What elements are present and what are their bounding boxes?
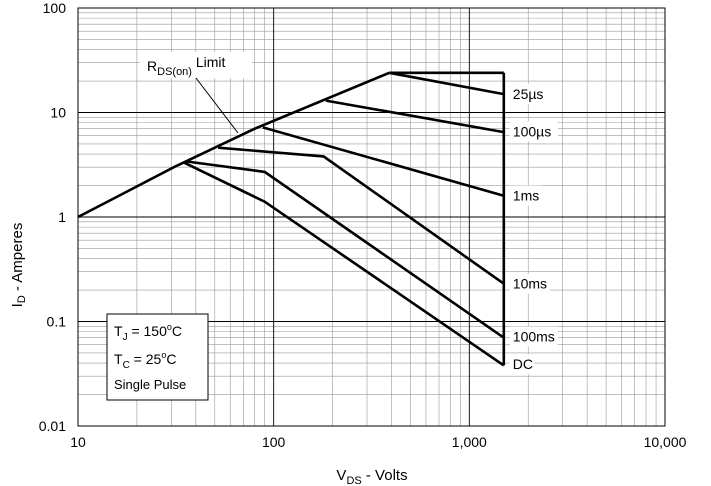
rds-on-limit-label-background (140, 52, 252, 78)
y-tick-label: 100 (43, 0, 67, 16)
x-axis-title: VDS - Volts (336, 467, 407, 486)
series-label-1ms: 1ms (513, 188, 539, 204)
condition-tc-unit: C (166, 351, 176, 367)
y-axis-title-main: I (9, 303, 26, 307)
condition-tj-rest: = 150 (128, 323, 168, 339)
series-label-background (509, 84, 550, 105)
condition-tc-sub: C (123, 360, 130, 371)
condition-tc-main: T (114, 351, 123, 367)
series-label-background (509, 326, 558, 347)
condition-tj-degree: o (167, 322, 172, 332)
series-label-dc: DC (513, 356, 533, 372)
series-label-background (509, 185, 542, 206)
series-labels: 25µs 100µs 1ms 10ms 100ms DC (509, 84, 558, 375)
series-label-background (509, 354, 534, 375)
x-tick-label: 1,000 (452, 434, 487, 450)
y-tick-label: 1 (58, 209, 66, 225)
y-tick-label: 0.1 (47, 314, 67, 330)
soa-curve-dc-6 (183, 161, 505, 367)
series-label-100us: 100µs (513, 123, 551, 139)
conditions-box: TJ = 150oC TC = 25oC Single Pulse (106, 313, 209, 401)
conditions-box-frame (106, 313, 209, 401)
y-tick-label: 0.01 (39, 418, 66, 434)
rds-on-limit-line (77, 71, 390, 219)
series-label-background (509, 121, 558, 142)
condition-single-pulse: Single Pulse (114, 377, 186, 392)
condition-tj: TJ = 150oC (114, 322, 182, 343)
y-axis-title-sub: D (16, 295, 28, 303)
rds-on-limit-label: RDS(on) Limit (147, 54, 226, 78)
x-axis-title-sub: DS (346, 475, 361, 486)
rds-on-limit-annotation: RDS(on) Limit (140, 52, 252, 134)
condition-tc: TC = 25oC (114, 350, 176, 371)
x-axis-title-rest: - Volts (362, 467, 408, 484)
condition-tj-unit: C (172, 323, 182, 339)
soa-curves (77, 71, 506, 367)
x-tick-label: 100 (262, 434, 286, 450)
series-label-100ms: 100ms (513, 328, 555, 344)
condition-tj-sub: J (123, 332, 128, 343)
x-axis-title-main: V (336, 467, 346, 484)
y-tick-labels: 0.01 0.1 1 10 100 (39, 0, 66, 434)
condition-tc-degree: o (161, 350, 166, 360)
rds-on-limit-leader-line (195, 77, 239, 134)
rds-on-limit-label-sub: DS(on) (157, 66, 192, 78)
condition-tc-rest: = 25 (130, 351, 162, 367)
y-axis-title-rest: - Amperes (9, 223, 26, 296)
soa-curve-100us-2 (325, 99, 505, 134)
soa-curve-edge-1 (389, 71, 505, 96)
series-label-background (509, 273, 550, 294)
rds-on-limit-label-main: R (147, 58, 157, 74)
rds-on-limit-label-rest: Limit (192, 54, 226, 70)
soa-curve-1ms-3 (262, 126, 505, 197)
series-label-10ms: 10ms (513, 276, 547, 292)
y-tick-label: 10 (50, 105, 66, 121)
soa-curve-10ms-4 (217, 146, 505, 285)
soa-curve-100ms-5 (186, 160, 505, 339)
x-tick-labels: 10 100 1,000 10,000 (70, 434, 686, 450)
y-axis-title: ID - Amperes (9, 223, 28, 308)
x-tick-label: 10,000 (644, 434, 687, 450)
x-tick-label: 10 (70, 434, 86, 450)
series-label-25us: 25µs (513, 86, 544, 102)
condition-tj-main: T (114, 323, 123, 339)
